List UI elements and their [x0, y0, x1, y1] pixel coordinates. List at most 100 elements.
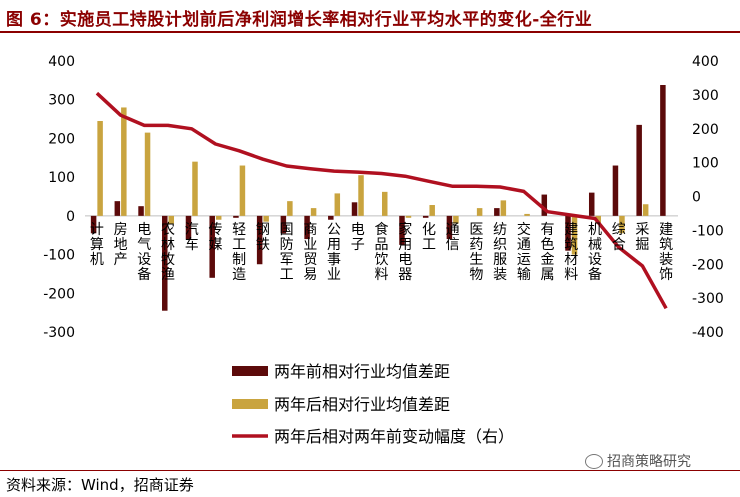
category-label: 电子 [351, 222, 365, 253]
bar-two-years-before [209, 215, 215, 278]
bar-two-years-after [405, 215, 412, 218]
bar-two-years-before [446, 215, 453, 240]
bar-two-years-after [358, 175, 364, 216]
bars-layer [90, 85, 666, 311]
bar-two-years-after [382, 191, 388, 216]
left-axis-tick-label: 100 [48, 170, 75, 186]
bar-two-years-before [138, 206, 144, 216]
category-label: 纺织服装 [493, 222, 507, 283]
legend-label: 两年后相对行业均值差距 [274, 395, 450, 414]
category-label: 汽车 [185, 222, 199, 253]
bar-two-years-before [541, 194, 548, 216]
left-axis-tick-label: -100 [43, 248, 75, 264]
category-label: 医药生物 [469, 222, 483, 283]
right-axis-tick-label: -300 [692, 291, 724, 307]
category-label: 机械设备 [588, 222, 602, 283]
bar-two-years-before [304, 215, 310, 240]
category-label: 采掘 [635, 222, 649, 253]
bar-two-years-after [144, 132, 151, 216]
category-label: 食品饮料 [375, 221, 389, 283]
category-label: 化工 [422, 222, 436, 253]
bar-two-years-before [351, 202, 358, 216]
category-label: 传媒 [208, 222, 222, 253]
bar-two-years-after [500, 200, 507, 216]
right-axis-tick-label: 0 [692, 190, 701, 206]
chart: -300 -200 -100 0 100 200 300 400 -400 -300 -200 -10… [43, 54, 724, 446]
right-axis-tick-label: -400 [692, 325, 724, 341]
bar-two-years-before [280, 215, 287, 234]
legend-label: 两年前相对行业均值差距 [274, 362, 450, 381]
bar-two-years-after [192, 161, 198, 216]
legend-swatch [232, 366, 268, 376]
category-label: 建筑装饰 [659, 222, 673, 283]
category-labels-layer: 计算机房地产电气设备农林牧渔汽车传媒轻工制造钢铁国防军工商业贸易公用事业电子食品… [90, 221, 673, 283]
right-axis-tick-label: -200 [692, 257, 724, 273]
watermark: 招商策略研究 [585, 451, 691, 471]
bar-two-years-after [619, 215, 625, 234]
bar-two-years-before [565, 215, 571, 251]
right-axis-tick-label: 200 [692, 122, 719, 138]
bar-two-years-before [162, 215, 168, 311]
bar-two-years-after [239, 165, 246, 216]
category-label: 综合 [612, 222, 626, 253]
right-axis-tick-label: 100 [692, 156, 719, 172]
category-label: 通信 [446, 222, 460, 253]
category-label: 钢铁 [256, 222, 270, 253]
legend-label: 两年后相对两年前变动幅度（右） [274, 427, 514, 446]
bar-two-years-after [287, 201, 293, 216]
bar-two-years-after [168, 215, 175, 224]
category-label: 建筑材料 [564, 222, 578, 283]
bar-two-years-after [310, 208, 317, 216]
bar-two-years-after [642, 204, 649, 216]
category-label: 农林牧渔 [161, 222, 175, 283]
bar-two-years-after [453, 215, 459, 224]
bar-two-years-before [90, 215, 97, 234]
left-axis-tick-label: 0 [66, 209, 75, 225]
category-label: 房地产 [114, 222, 128, 268]
right-axis-tick-label: 300 [692, 88, 719, 104]
bar-two-years-after [263, 215, 269, 222]
bar-two-years-after [334, 193, 341, 216]
left-axis-tick-label: -300 [43, 325, 75, 341]
wechat-icon [585, 453, 603, 469]
right-axis-tick-label: 400 [692, 54, 719, 70]
right-axis-tick-label: -100 [692, 223, 724, 239]
bar-two-years-before [328, 215, 334, 220]
bar-two-years-before [233, 215, 239, 218]
category-label: 商业贸易 [303, 222, 317, 283]
bar-two-years-after [97, 121, 103, 216]
category-label: 国防军工 [280, 222, 294, 283]
bar-two-years-before [256, 215, 263, 265]
bar-two-years-after [215, 215, 222, 220]
bar-two-years-after [524, 213, 530, 216]
left-axis-tick-label: 200 [48, 131, 75, 147]
bar-two-years-after [476, 208, 483, 216]
legend-swatch [232, 399, 268, 409]
bar-two-years-before [399, 215, 405, 245]
footer-divider [0, 470, 740, 471]
bar-two-years-before [660, 85, 666, 216]
bar-two-years-before [494, 208, 500, 216]
bar-two-years-before [636, 124, 642, 216]
category-label: 计算机 [90, 222, 104, 268]
category-label: 家用电器 [398, 221, 412, 283]
title-divider [0, 31, 740, 33]
category-label: 公用事业 [327, 222, 341, 283]
line-layer [95, 91, 668, 310]
bar-two-years-after [121, 107, 127, 216]
left-axis-tick-label: 400 [48, 54, 75, 70]
bar-two-years-before [612, 165, 619, 216]
bar-two-years-before [422, 215, 429, 218]
chart-title: 图 6：实施员工持股计划前后净利润增长率相对行业平均水平的变化-全行业 [6, 10, 593, 30]
category-label: 电气设备 [137, 222, 151, 283]
category-label: 交通运输 [517, 221, 531, 283]
series-line-change [95, 91, 668, 310]
bar-two-years-before [185, 215, 192, 240]
bar-two-years-after [429, 205, 435, 216]
category-label: 有色金属 [541, 222, 555, 283]
bar-two-years-before [588, 192, 595, 216]
axes-layer: -300 -200 -100 0 100 200 300 400 -400 -300 -200 -10… [43, 54, 724, 341]
bar-two-years-after [571, 215, 578, 255]
left-axis-tick-label: -200 [43, 286, 75, 302]
